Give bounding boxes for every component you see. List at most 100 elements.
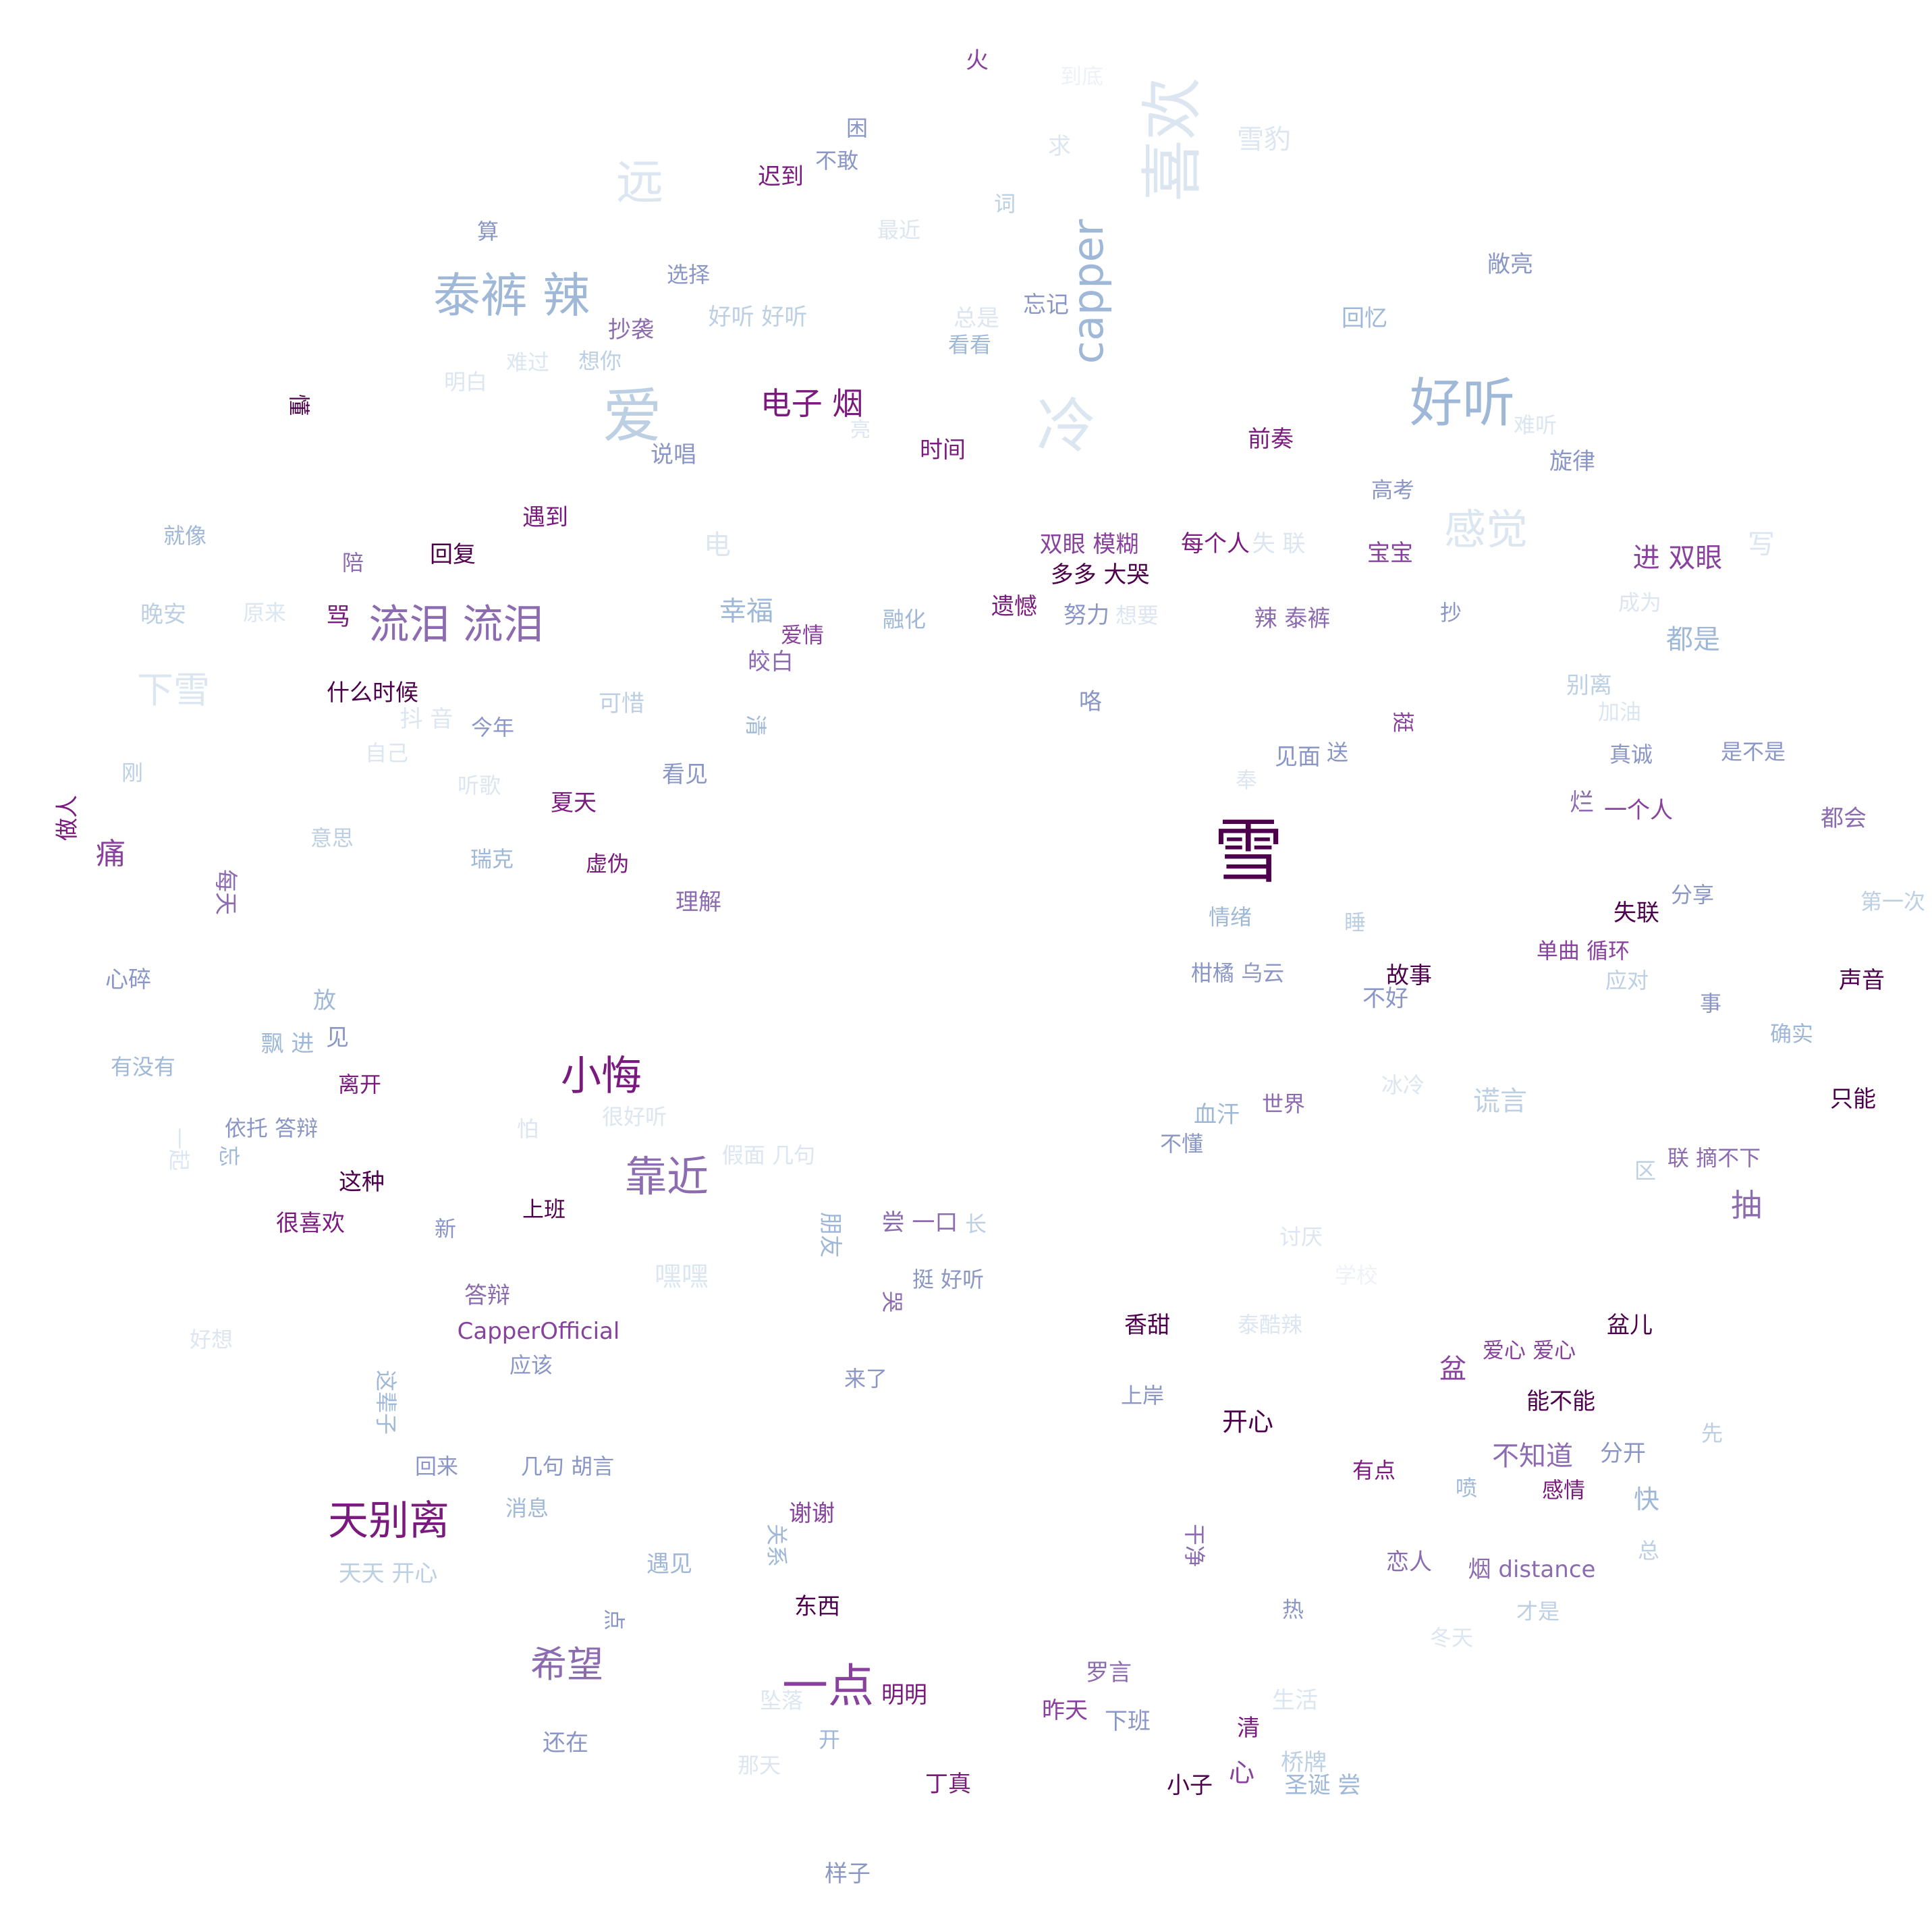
cloud-word: 想要 [1115, 605, 1159, 626]
cloud-word: 长 [965, 1213, 987, 1235]
cloud-word: 这种 [339, 1171, 385, 1194]
cloud-word: 哭 [881, 1291, 903, 1313]
cloud-word: 高考 [1371, 479, 1414, 501]
cloud-word: 样子 [825, 1862, 871, 1885]
cloud-word: 放 [313, 989, 336, 1012]
cloud-word: 都会 [1821, 807, 1867, 830]
cloud-word: 写 [1748, 531, 1775, 558]
cloud-word: 这辈子 [375, 1370, 397, 1435]
cloud-word: 进 双眼 [1633, 545, 1723, 572]
cloud-word: 不知道 [1492, 1443, 1573, 1470]
cloud-word: 难听 [1514, 414, 1557, 436]
cloud-word: 假面 几句 [722, 1144, 815, 1166]
cloud-word: 辣 泰裤 [1254, 607, 1331, 630]
cloud-word: 雪豹 [1237, 126, 1291, 153]
cloud-word: 上班 [522, 1198, 565, 1220]
cloud-word: 东西 [794, 1595, 840, 1618]
cloud-word: 烂 [1570, 791, 1594, 815]
cloud-word: 双眼 模糊 [1040, 533, 1139, 556]
cloud-word: 抄袭 [608, 319, 654, 341]
cloud-word: 忘记 [1023, 294, 1069, 316]
cloud-word: 桥牌 [1281, 1751, 1327, 1774]
cloud-word: 新 [435, 1218, 456, 1240]
cloud-word: 快 [1634, 1487, 1659, 1512]
cloud-word: 泰酷辣 [1238, 1314, 1302, 1335]
cloud-word: 流泪 流泪 [368, 605, 543, 645]
cloud-word: 清 [1237, 1717, 1260, 1740]
cloud-word: 几句 胡言 [521, 1456, 614, 1477]
cloud-word: 别离 [1566, 674, 1612, 697]
cloud-word: 学校 [1335, 1265, 1378, 1286]
cloud-word: 消息 [505, 1497, 549, 1519]
cloud-word: 希望 [530, 1647, 603, 1683]
cloud-word: 第一次 [1860, 891, 1925, 912]
cloud-word: 坠落 [760, 1690, 803, 1711]
cloud-word: 天别离 [328, 1501, 449, 1541]
cloud-word: 说唱 [651, 443, 696, 466]
cloud-word: 回忆 [1342, 307, 1387, 330]
cloud-word: 抄 [1440, 602, 1462, 624]
cloud-word: 懂 [288, 394, 310, 416]
cloud-word: 恋人 [1386, 1551, 1432, 1574]
cloud-word: 看看 [948, 334, 991, 356]
cloud-word: 时间 [920, 439, 966, 462]
cloud-word: 有没有 [111, 1056, 175, 1078]
cloud-word: 还在 [543, 1732, 588, 1755]
cloud-word: 冬天 [1430, 1627, 1473, 1649]
cloud-word: 烟 distance [1468, 1558, 1596, 1581]
cloud-word: 皎白 [748, 651, 794, 673]
cloud-word: 心 [1229, 1760, 1254, 1786]
cloud-word: 总是 [954, 307, 999, 330]
cloud-word: 远 [616, 159, 663, 206]
cloud-word: 应该 [509, 1354, 553, 1376]
cloud-word: 泰裤 辣 [433, 272, 590, 319]
cloud-word: 世界 [1262, 1093, 1305, 1115]
cloud-word: 骂 [326, 605, 350, 630]
cloud-word: 开心 [1222, 1409, 1273, 1435]
cloud-word: 应对 [1605, 970, 1649, 991]
cloud-word: 喜欢 [1142, 78, 1204, 202]
cloud-word: 求 [1048, 135, 1071, 158]
cloud-word: 确实 [1770, 1023, 1813, 1045]
cloud-word: 旋律 [1549, 450, 1595, 473]
cloud-word: 嘿嘿 [655, 1263, 709, 1290]
cloud-word: 忘 [218, 1145, 240, 1167]
cloud-word: 喷 [1456, 1477, 1477, 1499]
cloud-word: 今年 [471, 717, 514, 738]
cloud-word: 失联 [1613, 902, 1659, 924]
cloud-word: 不好 [1362, 987, 1408, 1010]
cloud-word: 理解 [675, 891, 721, 914]
cloud-word: 离开 [338, 1074, 381, 1095]
cloud-word: 天天 开心 [339, 1562, 438, 1585]
cloud-word: 虚伪 [586, 853, 629, 875]
cloud-word: 柑橘 乌云 [1191, 962, 1284, 984]
cloud-word: 很好听 [602, 1106, 667, 1128]
cloud-word: 抽 [1731, 1190, 1762, 1221]
cloud-word: 香甜 [1124, 1314, 1170, 1337]
cloud-word: 刚 [121, 762, 143, 783]
cloud-word: 答辩 [464, 1284, 510, 1307]
cloud-word: 讨厌 [1279, 1226, 1323, 1248]
cloud-word: 做人 [56, 795, 79, 841]
cloud-word: 开 [819, 1729, 840, 1750]
cloud-word: 干净 [1184, 1524, 1205, 1567]
cloud-word: 不懂 [1160, 1133, 1203, 1155]
cloud-word: 痛 [96, 839, 126, 869]
cloud-word: 区 [1634, 1160, 1656, 1182]
cloud-word: 迟到 [758, 165, 804, 188]
cloud-word: 自己 [365, 742, 408, 764]
cloud-word: 尝 一口 [882, 1211, 958, 1234]
cloud-word: 上岸 [1121, 1385, 1164, 1406]
cloud-word: 见 [326, 1026, 349, 1049]
cloud-word: 加油 [1598, 701, 1641, 723]
cloud-word: 好听 好听 [709, 306, 808, 329]
cloud-word: 夏天 [551, 792, 597, 815]
cloud-word: 陪 [342, 552, 364, 574]
cloud-word: 好听 [1410, 377, 1515, 430]
cloud-word: 遇到 [522, 506, 568, 529]
cloud-word: 想你 [578, 350, 622, 372]
cloud-word: 小子 [1167, 1774, 1213, 1797]
cloud-word: 先 [1701, 1423, 1723, 1444]
cloud-word: 才是 [1516, 1601, 1560, 1622]
cloud-word: 有点 [1352, 1460, 1396, 1481]
